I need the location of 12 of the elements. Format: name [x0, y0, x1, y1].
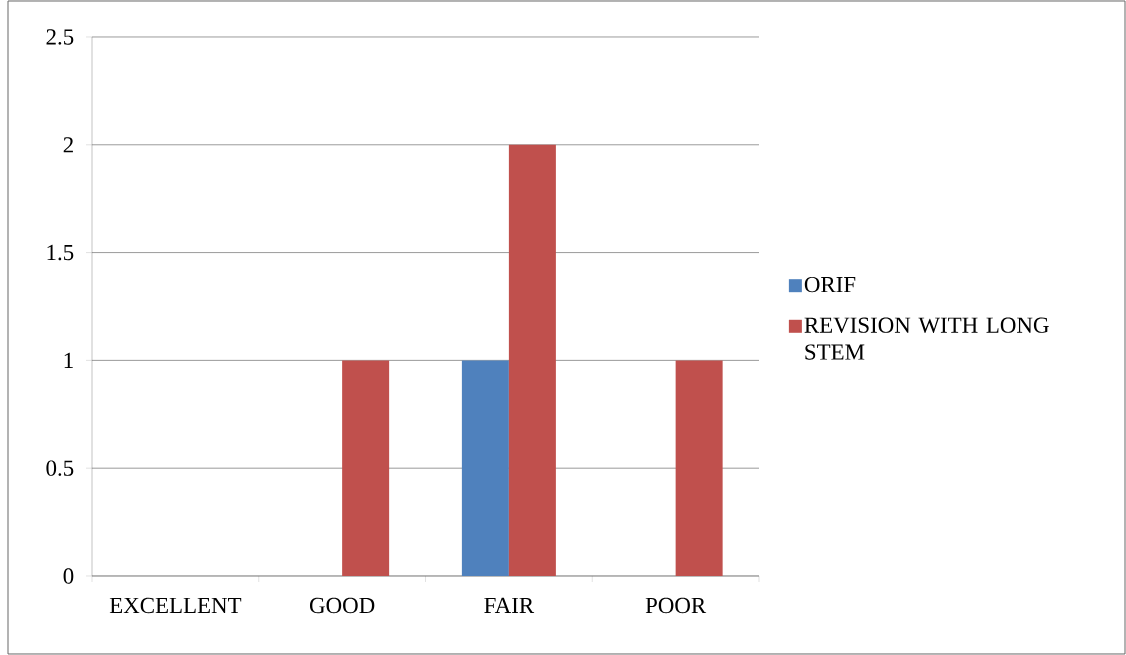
y-tick-label: 1: [64, 352, 73, 368]
y-tick-label: 2: [63, 137, 73, 153]
y-tick-label: 0.5: [46, 460, 74, 476]
x-tick-label: POOR: [645, 597, 707, 614]
legend-label: ORIF: [804, 276, 856, 293]
x-tick-label: EXCELLENT: [109, 597, 242, 614]
y-tick-label: 1.5: [47, 244, 74, 261]
legend-label: REVISION WITH LONG STEM: [804, 317, 1049, 360]
x-tick-label: FAIR: [484, 597, 535, 613]
y-tick-label: 2.5: [46, 29, 74, 45]
y-tick-label: 0: [63, 568, 74, 584]
x-tick-label: GOOD: [309, 597, 375, 614]
